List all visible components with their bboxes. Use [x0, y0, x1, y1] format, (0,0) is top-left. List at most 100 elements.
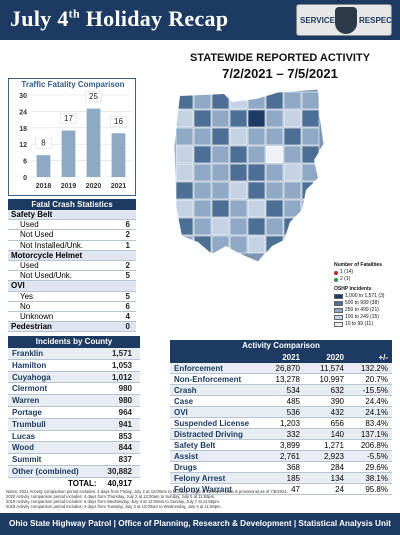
- page-title: July 4th Holiday Recap: [10, 6, 228, 32]
- county-cell: [265, 91, 284, 110]
- note-line: 2018 Activity comparison period includes…: [6, 504, 222, 509]
- county-cell: [265, 163, 284, 182]
- activity-2020: 284: [330, 463, 344, 472]
- title-main: July 4: [10, 6, 69, 31]
- fatal-group-header: Safety Belt: [8, 210, 136, 221]
- activity-2020: 656: [330, 419, 344, 428]
- county-cell: [193, 145, 212, 164]
- county-cell: [301, 109, 320, 128]
- fatal-row-value: 6: [125, 301, 130, 311]
- fatalities-legend-title: Number of Fatalities: [334, 262, 383, 268]
- fatal-crash-rows: Safety Belt Used 6 Not Used 2 Not Installed/U…: [8, 210, 136, 333]
- chart-title: Traffic Fatality Comparison: [21, 80, 125, 89]
- county-cell: [175, 235, 194, 254]
- county-cell: [247, 217, 266, 236]
- county-name: Trumbull: [12, 419, 46, 429]
- bin-label: 1,000 to 1,571 (3): [345, 293, 385, 299]
- activity-change: 24.1%: [365, 408, 388, 417]
- county-cell: [301, 235, 320, 254]
- fatal-row: Not Used 2: [8, 230, 136, 241]
- county-cell: [301, 217, 320, 236]
- county-name: Clermont: [12, 384, 48, 394]
- activity-label: Enforcement: [174, 364, 223, 373]
- activity-row: Enforcement 26,870 11,574 132.2%: [170, 363, 392, 374]
- activity-2020: 2,923: [323, 452, 344, 461]
- total-label: TOTAL:: [68, 478, 97, 488]
- activity-2021: 536: [286, 408, 300, 417]
- county-cell: [193, 127, 212, 146]
- county-cell: [283, 109, 302, 128]
- county-cell: [175, 145, 194, 164]
- y-tick-label: 0: [23, 175, 27, 182]
- county-cell: [175, 199, 194, 218]
- county-row: Other (combined) 30,882: [8, 465, 140, 478]
- county-cell: [265, 145, 284, 164]
- county-cell: [229, 181, 248, 200]
- activity-row: Distracted Driving 332 140 137.1%: [170, 429, 392, 440]
- fatal-group-label: Motorcycle Helmet: [11, 250, 83, 260]
- x-tick-label: 2021: [111, 183, 127, 190]
- county-name: Lucas: [12, 431, 36, 441]
- county-value: 980: [118, 384, 132, 394]
- county-cell: [301, 127, 320, 146]
- incident-bins: 1,000 to 1,571 (3) 500 to 999 (38) 250 to …: [334, 293, 398, 328]
- y-tick-label: 30: [19, 93, 27, 100]
- fatal-row-label: Not Installed/Unk.: [20, 240, 84, 250]
- activity-2020: 1,271: [323, 441, 344, 450]
- county-name: Portage: [12, 407, 42, 417]
- fatal-row-label: Not Used: [20, 230, 54, 240]
- county-name: Cuyahoga: [12, 372, 51, 382]
- activity-change: 132.2%: [360, 364, 388, 373]
- fatal-row-value: 6: [125, 220, 130, 230]
- bin-swatch: [334, 301, 343, 306]
- county-cell: [265, 181, 284, 200]
- fatal-crash-table: Fatal Crash Statistics Safety Belt Used 6 N…: [8, 199, 136, 333]
- activity-header-row: 2021 2020 +/-: [170, 352, 392, 363]
- incidents-by-county: Incidents by County Franklin 1,571 Hamilto…: [8, 336, 140, 488]
- county-row: Hamilton 1,053: [8, 360, 140, 372]
- county-row: Cuyahoga 1,012: [8, 371, 140, 384]
- county-cell: [247, 181, 266, 200]
- data-label: 8: [41, 139, 46, 148]
- activity-2020: 390: [330, 397, 344, 406]
- activity-label: Felony Warrant: [174, 485, 232, 494]
- county-cell: [229, 217, 248, 236]
- x-tick-label: 2019: [61, 183, 77, 190]
- county-cell: [283, 181, 302, 200]
- activity-title: Activity Comparison: [170, 340, 392, 352]
- county-row: Wood 844: [8, 442, 140, 455]
- county-cell: [175, 109, 194, 128]
- bin-label: 10 to 99 (11): [345, 321, 373, 327]
- county-cell: [211, 145, 230, 164]
- county-cell: [211, 109, 230, 128]
- county-cell: [247, 235, 266, 254]
- activity-2021: 26,870: [275, 364, 300, 373]
- activity-label: Safety Belt: [174, 441, 216, 450]
- activity-2021: 47: [291, 485, 300, 494]
- note-line: Notes: 2021 Activity comparison period i…: [6, 489, 288, 494]
- fatal-group-header: OVI: [8, 281, 136, 292]
- county-cell: [283, 127, 302, 146]
- county-cell: [301, 181, 320, 200]
- activity-2021: 332: [286, 430, 300, 439]
- title-sup: th: [68, 6, 80, 21]
- county-value: 1,571: [111, 349, 132, 358]
- fatal-group-label: Safety Belt: [11, 210, 53, 219]
- county-cell: [265, 217, 284, 236]
- county-cell: [175, 181, 194, 200]
- county-cell: [211, 91, 230, 110]
- activity-label: Drugs: [174, 463, 198, 472]
- county-title: Incidents by County: [8, 336, 140, 348]
- county-cell: [193, 217, 212, 236]
- county-cell: [283, 163, 302, 182]
- activity-label: Case: [174, 397, 194, 406]
- activity-label: Assist: [174, 452, 199, 461]
- x-tick-label: 2018: [36, 183, 52, 190]
- activity-label: Suspended License: [174, 419, 250, 428]
- county-value: 1,053: [111, 360, 132, 370]
- fatal-row-label: Yes: [20, 291, 34, 301]
- fatal-group-label: OVI: [11, 281, 25, 291]
- fatal-1-legend: 1 (14): [334, 269, 398, 276]
- fatal-row: Used 6: [8, 220, 136, 231]
- fatal-row: No 6: [8, 302, 136, 312]
